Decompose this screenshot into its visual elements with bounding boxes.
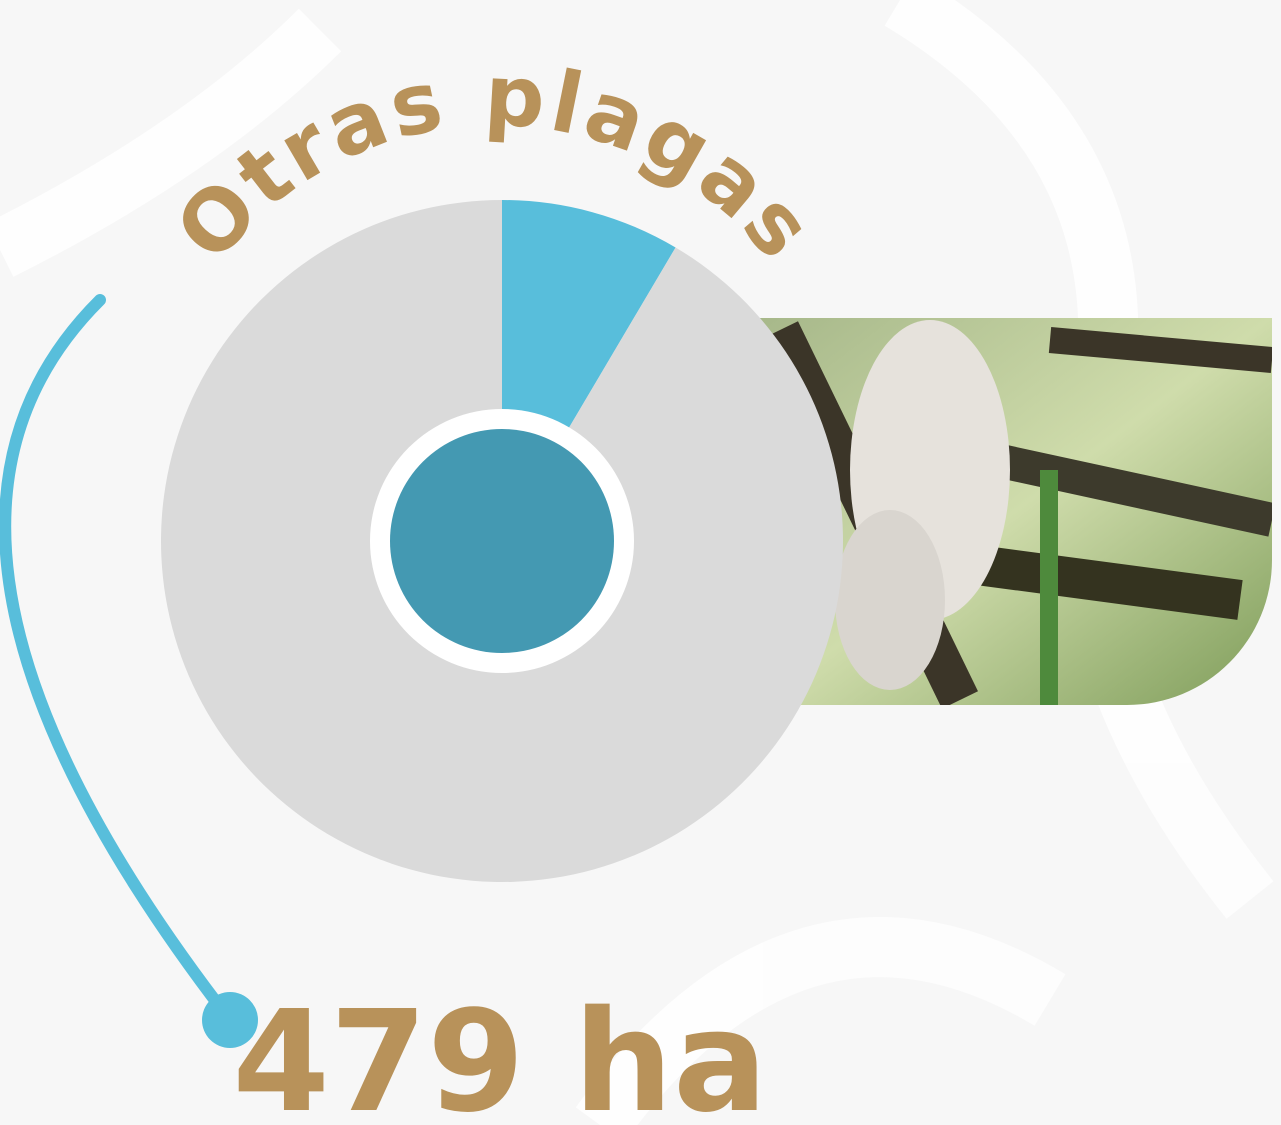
donut-center bbox=[390, 429, 614, 653]
page: Otras plagas 479 ha (() => { const data … bbox=[0, 0, 1281, 1125]
chart: Otras plagas 479 ha bbox=[0, 0, 1281, 1125]
annotation: 479 ha bbox=[232, 981, 767, 1125]
